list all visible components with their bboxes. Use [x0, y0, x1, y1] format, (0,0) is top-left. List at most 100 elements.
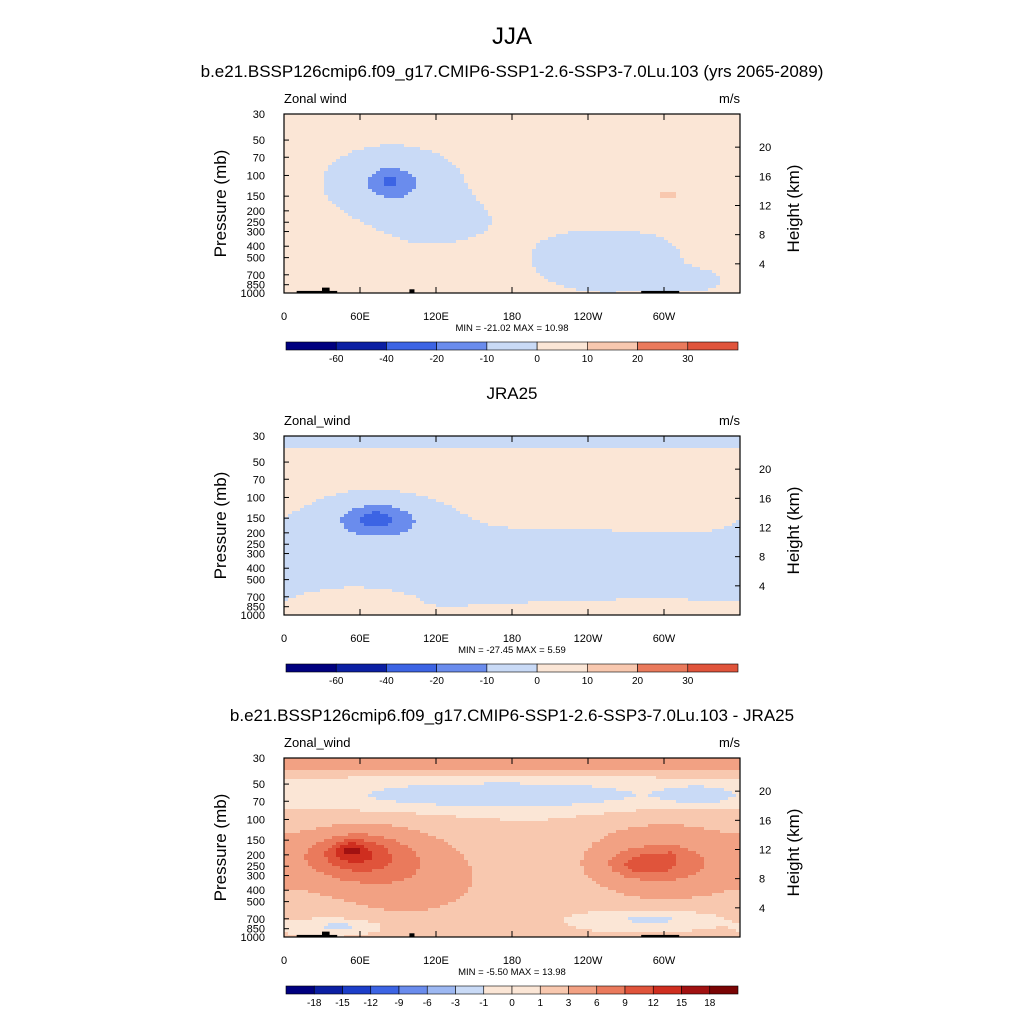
contour-cell — [648, 153, 653, 157]
contour-cell — [684, 150, 689, 154]
contour-cell — [296, 219, 301, 223]
contour-cell — [704, 201, 709, 205]
contour-cell — [704, 204, 709, 208]
contour-cell — [336, 132, 341, 136]
contour-cell — [540, 147, 545, 151]
contour-cell — [288, 231, 293, 235]
contour-cell — [536, 135, 541, 139]
contour-cell — [380, 123, 385, 127]
contour-cell — [644, 123, 649, 127]
contour-cell — [568, 126, 573, 130]
contour-cell — [672, 165, 677, 169]
contour-cell — [728, 201, 733, 205]
contour-cell — [724, 162, 729, 166]
contour-cell — [736, 198, 741, 202]
contour-cell — [428, 144, 433, 148]
contour-cell — [452, 222, 457, 226]
contour-cell — [736, 192, 741, 196]
contour-cell — [384, 153, 389, 157]
contour-cell — [504, 156, 509, 160]
contour-cell — [524, 132, 529, 136]
contour-cell — [664, 222, 669, 226]
contour-cell — [336, 207, 341, 211]
contour-cell — [648, 231, 653, 235]
contour-cell — [388, 243, 393, 247]
contour-cell — [452, 135, 457, 139]
contour-cell — [452, 186, 457, 190]
contour-cell — [656, 162, 661, 166]
contour-cell — [708, 156, 713, 160]
contour-cell — [468, 180, 473, 184]
contour-cell — [468, 123, 473, 127]
contour-cell — [668, 201, 673, 205]
contour-cell — [688, 156, 693, 160]
contour-cell — [628, 207, 633, 211]
contour-cell — [612, 120, 617, 124]
contour-cell — [660, 231, 665, 235]
contour-cell — [604, 126, 609, 130]
contour-cell — [492, 138, 497, 142]
contour-cell — [496, 198, 501, 202]
contour-cell — [516, 192, 521, 196]
contour-cell — [456, 228, 461, 232]
contour-cell — [656, 219, 661, 223]
contour-cell — [596, 177, 601, 181]
contour-cell — [600, 207, 605, 211]
contour-cell — [700, 231, 705, 235]
contour-cell — [312, 213, 317, 217]
contour-cell — [472, 165, 477, 169]
contour-cell — [400, 135, 405, 139]
contour-cell — [640, 147, 645, 151]
contour-cell — [416, 159, 421, 163]
contour-cell — [692, 216, 697, 220]
contour-cell — [508, 120, 513, 124]
contour-cell — [488, 153, 493, 157]
contour-cell — [616, 195, 621, 199]
contour-cell — [360, 225, 365, 229]
contour-cell — [464, 216, 469, 220]
contour-cell — [660, 225, 665, 229]
contour-cell — [404, 222, 409, 226]
contour-cell — [736, 225, 741, 229]
contour-cell — [652, 237, 657, 241]
contour-cell — [380, 210, 385, 214]
contour-cell — [624, 114, 629, 118]
contour-cell — [380, 156, 385, 160]
contour-cell — [340, 114, 345, 118]
contour-cell — [716, 156, 721, 160]
contour-cell — [444, 120, 449, 124]
contour-cell — [344, 237, 349, 241]
contour-cell — [504, 186, 509, 190]
contour-cell — [572, 153, 577, 157]
contour-cell — [284, 165, 289, 169]
contour-cell — [476, 216, 481, 220]
contour-cell — [696, 135, 701, 139]
contour-cell — [320, 210, 325, 214]
contour-cell — [348, 126, 353, 130]
contour-cell — [340, 186, 345, 190]
contour-cell — [632, 144, 637, 148]
contour-cell — [708, 234, 713, 238]
contour-cell — [296, 228, 301, 232]
contour-cell — [372, 216, 377, 220]
contour-cell — [324, 141, 329, 145]
contour-cell — [696, 168, 701, 172]
contour-cell — [628, 234, 633, 238]
contour-cell — [640, 231, 645, 235]
contour-cell — [700, 174, 705, 178]
contour-cell — [316, 135, 321, 139]
contour-cell — [644, 213, 649, 217]
contour-cell — [728, 177, 733, 181]
contour-cell — [660, 189, 665, 193]
contour-cell — [672, 213, 677, 217]
contour-cell — [308, 171, 313, 175]
contour-cell — [608, 189, 613, 193]
contour-cell — [532, 180, 537, 184]
contour-cell — [392, 147, 397, 151]
contour-cell — [584, 162, 589, 166]
contour-cell — [364, 165, 369, 169]
contour-cell — [404, 243, 409, 247]
contour-cell — [556, 141, 561, 145]
contour-cell — [360, 228, 365, 232]
contour-cell — [488, 159, 493, 163]
